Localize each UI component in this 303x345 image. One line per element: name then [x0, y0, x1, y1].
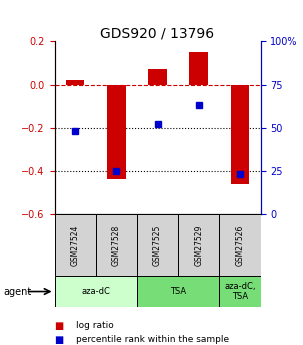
Bar — [66, 80, 85, 85]
Bar — [96, 214, 137, 276]
Bar — [107, 85, 126, 179]
Text: GSM27529: GSM27529 — [194, 224, 203, 266]
Bar — [178, 214, 219, 276]
Title: GDS920 / 13796: GDS920 / 13796 — [101, 26, 215, 40]
Text: aza-dC,
TSA: aza-dC, TSA — [224, 282, 256, 301]
Bar — [219, 214, 261, 276]
Text: ■: ■ — [55, 321, 64, 331]
Text: percentile rank within the sample: percentile rank within the sample — [76, 335, 229, 344]
Bar — [148, 69, 167, 85]
Bar — [137, 214, 178, 276]
Text: GSM27526: GSM27526 — [235, 224, 245, 266]
Text: agent: agent — [3, 287, 31, 296]
Text: TSA: TSA — [170, 287, 186, 296]
Bar — [55, 214, 96, 276]
Text: aza-dC: aza-dC — [81, 287, 110, 296]
Bar — [231, 85, 249, 184]
Text: log ratio: log ratio — [76, 321, 114, 330]
Bar — [219, 276, 261, 307]
Text: ■: ■ — [55, 335, 64, 345]
Text: GSM27525: GSM27525 — [153, 224, 162, 266]
Bar — [55, 276, 137, 307]
Bar — [189, 52, 208, 85]
Text: GSM27528: GSM27528 — [112, 224, 121, 266]
Text: GSM27524: GSM27524 — [71, 224, 80, 266]
Bar — [137, 276, 219, 307]
